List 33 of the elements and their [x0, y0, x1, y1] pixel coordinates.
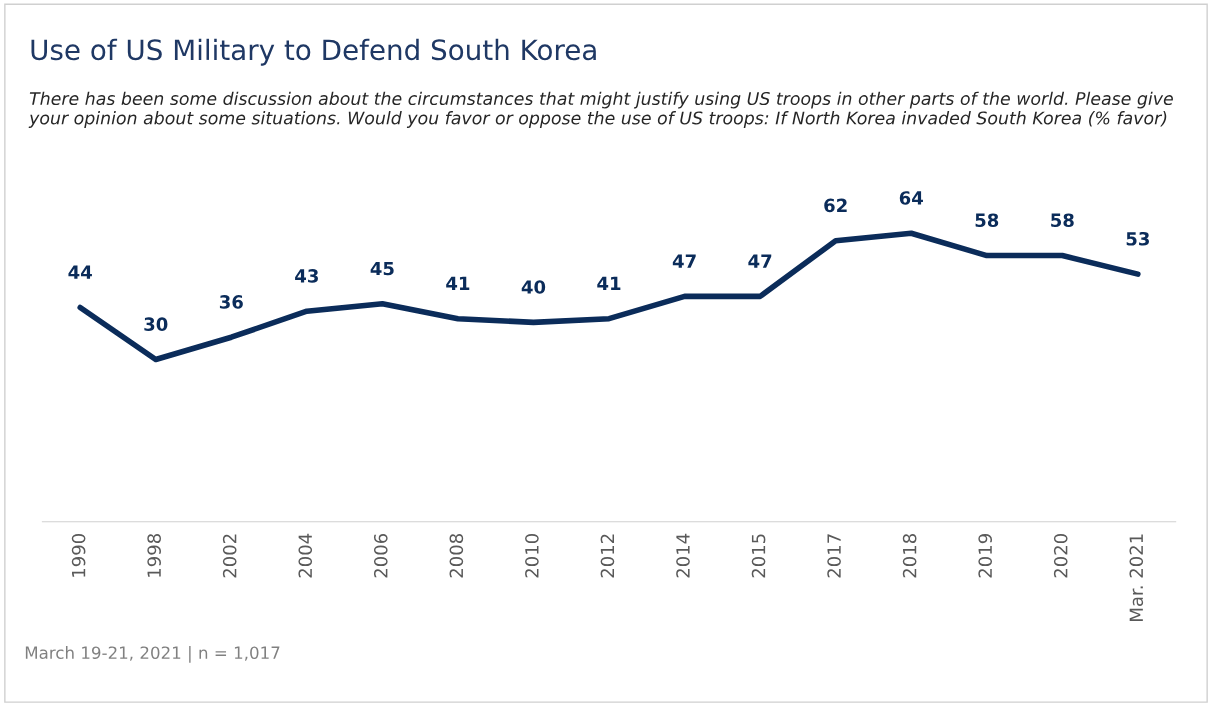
x-tick-label: 2008 [449, 534, 464, 578]
chart-title: Use of US Military to Defend South Korea [31, 38, 596, 66]
x-tick-label: 2020 [1053, 534, 1068, 578]
data-label: 58 [975, 213, 999, 228]
x-tick-label: 2010 [525, 534, 539, 578]
data-label: 53 [1126, 231, 1149, 246]
chart-subtitle: There has been some discussion about the circumstances that might justify using US troops in other parts of the world. Please give your opinion about some situations. Would you favor or oppose the use of US troops: If North Korea invaded South Korea (% favor) [28, 91, 1173, 128]
x-tick-label: 2015 [751, 534, 766, 578]
data-label: 58 [1051, 213, 1074, 228]
data-label: 41 [446, 276, 470, 290]
x-tick-label: 2017 [827, 534, 841, 578]
data-label: 30 [144, 317, 168, 331]
data-label: 64 [899, 191, 923, 205]
data-label: 47 [672, 254, 696, 268]
data-label: 62 [824, 198, 847, 213]
data-label: 36 [219, 295, 243, 309]
x-tick-label: 1990 [71, 534, 86, 577]
data-label: 44 [68, 265, 92, 279]
x-tick-label: 2019 [978, 534, 993, 578]
text: March 19-21, 2021 | n = 1,017 [25, 646, 280, 663]
x-tick-label: 2002 [222, 534, 237, 578]
x-tick-label: 2018 [902, 534, 917, 578]
data-label: 43 [295, 269, 318, 283]
x-tick-label: 1998 [147, 534, 161, 577]
data-label: 41 [597, 276, 621, 290]
x-tick-label: 2004 [298, 533, 313, 578]
x-tick-label: 2014 [676, 533, 690, 578]
data-label: 40 [521, 280, 546, 294]
data-label: 45 [370, 261, 394, 276]
x-tick-label: Mar. 2021 [1129, 534, 1144, 621]
data-label: 47 [748, 254, 772, 268]
x-tick-label: 2006 [373, 533, 388, 578]
x-tick-label: 2012 [600, 534, 615, 578]
